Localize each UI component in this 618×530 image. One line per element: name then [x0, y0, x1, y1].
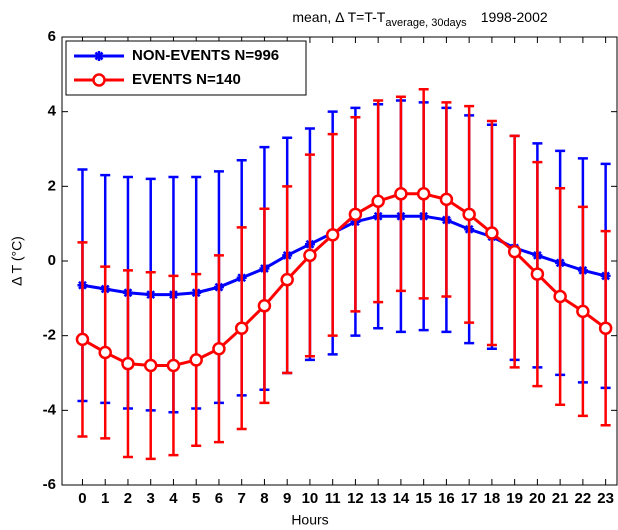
- legend-marker: [94, 51, 104, 61]
- marker: [166, 358, 181, 373]
- legend-marker: [92, 73, 106, 87]
- x-tick-label: 14: [393, 490, 410, 507]
- marker: [189, 353, 203, 367]
- x-tick-label: 21: [552, 490, 569, 507]
- x-tick-label: 2: [124, 490, 132, 507]
- marker: [303, 248, 317, 263]
- y-tick-label: -2: [43, 327, 56, 344]
- x-axis-label: Hours: [291, 512, 328, 528]
- y-tick-label: -4: [43, 401, 57, 418]
- y-tick-label: 2: [48, 177, 56, 194]
- x-tick-label: 20: [529, 490, 546, 507]
- x-tick-label: 5: [192, 490, 200, 507]
- y-tick-label: 4: [48, 103, 57, 120]
- x-tick-label: 22: [575, 490, 592, 507]
- marker: [280, 272, 294, 287]
- x-tick-label: 23: [597, 490, 614, 507]
- x-tick-label: 9: [283, 490, 291, 507]
- marker: [121, 356, 135, 371]
- marker: [143, 358, 158, 373]
- marker: [325, 228, 340, 242]
- x-tick-label: 10: [302, 490, 319, 507]
- marker: [394, 187, 408, 201]
- y-tick-label: -6: [43, 476, 56, 493]
- series-line: [81, 192, 607, 368]
- x-tick-label: 12: [347, 490, 364, 507]
- x-tick-label: 1: [101, 490, 109, 507]
- marker: [598, 321, 613, 335]
- x-tick-label: 0: [78, 490, 86, 507]
- y-axis-label: Δ T (°C): [9, 236, 25, 286]
- x-tick-label: 18: [484, 490, 501, 507]
- chart-title: mean, Δ T=T-Taverage, 30days 1998-2002: [292, 9, 548, 29]
- marker: [212, 341, 226, 356]
- marker: [416, 187, 431, 201]
- marker: [234, 321, 249, 335]
- marker: [485, 226, 499, 240]
- marker: [507, 244, 522, 259]
- x-tick-label: 3: [147, 490, 155, 507]
- x-tick-label: 6: [215, 490, 223, 507]
- marker: [75, 332, 90, 347]
- marker: [530, 267, 545, 281]
- x-tick-label: 13: [370, 490, 387, 507]
- marker: [98, 345, 112, 360]
- x-tick-label: 7: [238, 490, 246, 507]
- x-tick-label: 8: [260, 490, 268, 507]
- x-tick-label: 11: [325, 490, 341, 507]
- x-tick-label: 16: [438, 490, 455, 507]
- y-tick-label: 0: [48, 252, 56, 269]
- series-line: [82, 214, 606, 297]
- marker: [257, 299, 272, 313]
- marker: [462, 207, 476, 222]
- marker: [371, 194, 385, 209]
- marker: [553, 289, 567, 304]
- marker: [348, 207, 363, 222]
- marker: [439, 192, 454, 207]
- x-tick-label: 4: [169, 490, 178, 507]
- x-tick-label: 15: [415, 490, 432, 507]
- plot-frame: [61, 36, 618, 486]
- x-tick-label: 19: [506, 490, 523, 507]
- legend-label: NON-EVENTS N=996: [132, 47, 279, 64]
- marker: [576, 304, 590, 319]
- y-tick-label: 6: [48, 28, 56, 45]
- legend-label: EVENTS N=140: [132, 71, 241, 88]
- x-tick-label: 17: [461, 490, 478, 507]
- legend-box: [65, 40, 307, 96]
